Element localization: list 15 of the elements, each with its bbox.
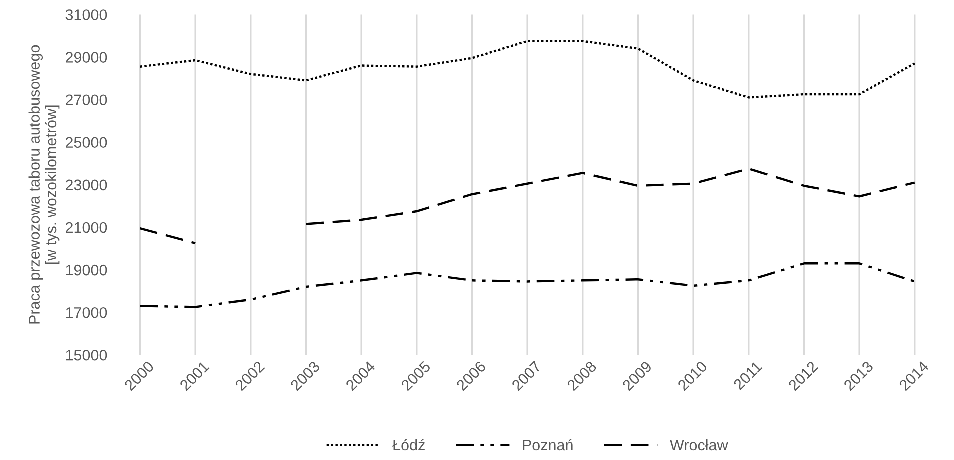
y-tick-label: 19000 — [66, 264, 108, 276]
y-tick-label: 29000 — [66, 52, 108, 63]
y-tick-label: 25000 — [66, 137, 108, 148]
line-series — [139, 40, 916, 99]
legend-label: Łódź — [392, 439, 425, 451]
y-tick-label: 27000 — [66, 94, 108, 106]
y-tick-label: 17000 — [66, 307, 108, 318]
legend-label: Wrocław — [670, 439, 728, 451]
y-tick-label: 21000 — [66, 222, 108, 234]
y-axis-title: Praca przewozowa taboru autobusowego [w tys. wozokilometrów] — [28, 45, 60, 324]
y-tick-label: 23000 — [66, 180, 108, 191]
line-series — [139, 262, 916, 308]
y-tick-label: 15000 — [66, 350, 108, 361]
y-tick-label: 31000 — [66, 10, 108, 20]
legend-label: Poznań — [523, 439, 573, 451]
